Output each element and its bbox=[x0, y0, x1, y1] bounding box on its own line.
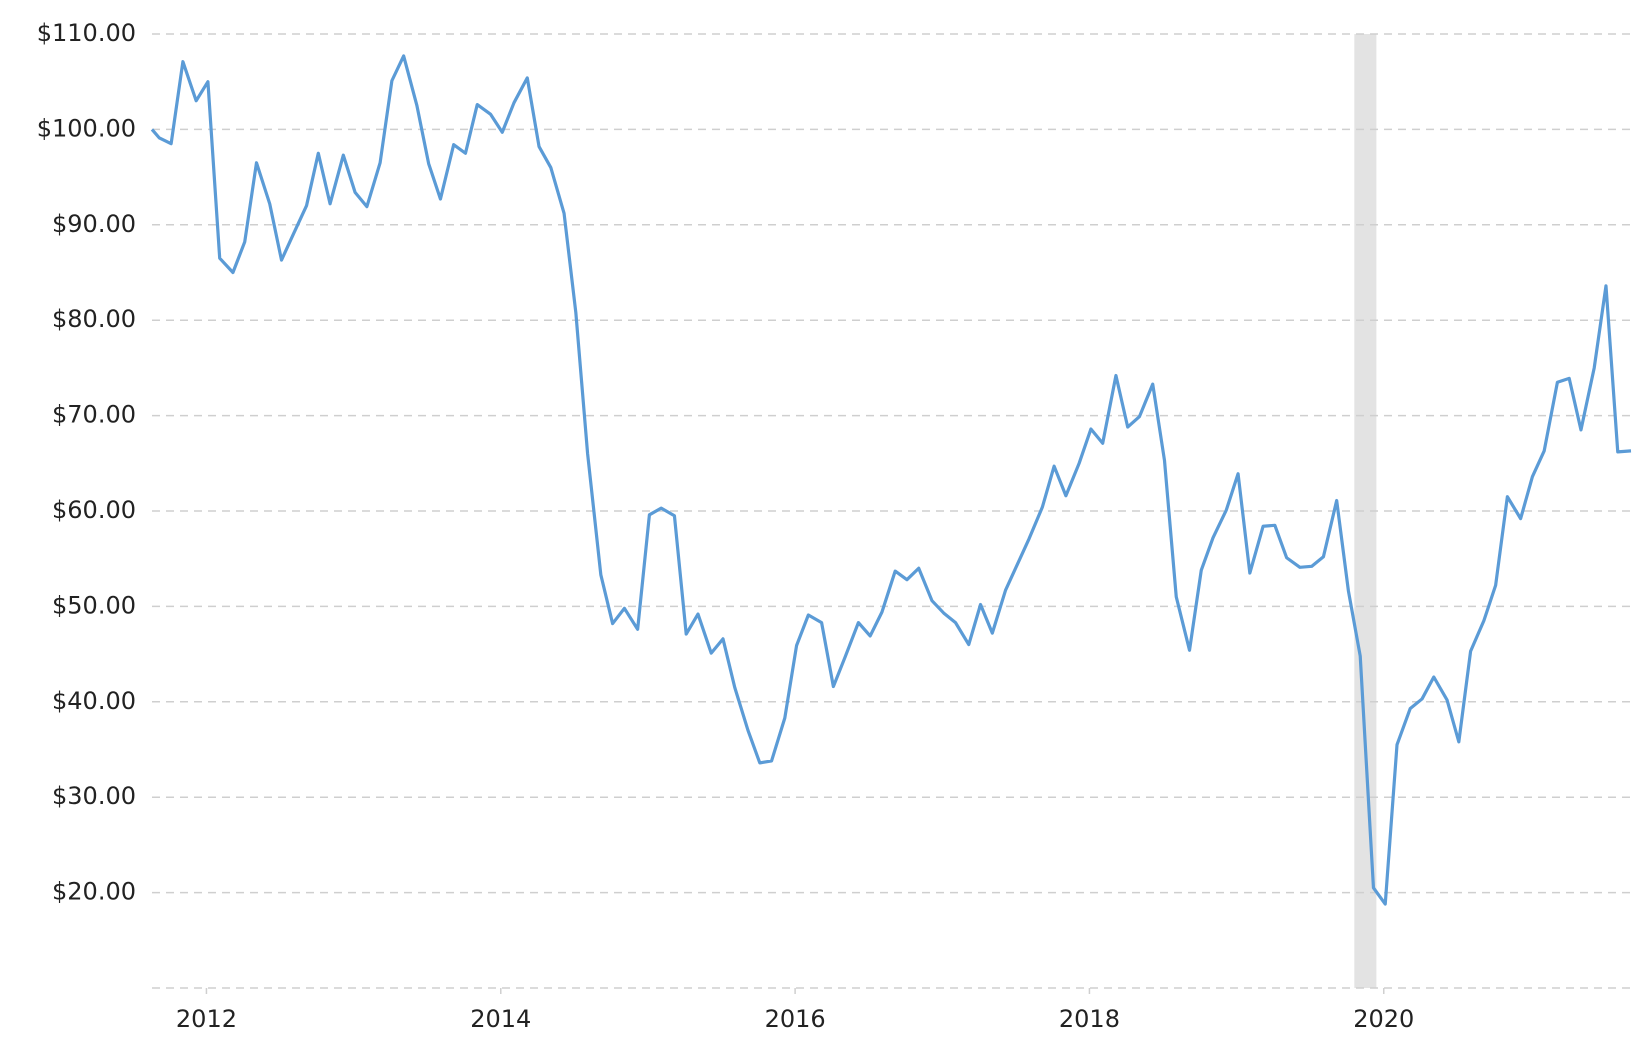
y-tick-label: $30.00 bbox=[52, 782, 136, 810]
y-tick-label: $40.00 bbox=[52, 687, 136, 715]
y-tick-label: $50.00 bbox=[52, 591, 136, 619]
y-tick-label: $70.00 bbox=[52, 401, 136, 429]
y-tick-label: $80.00 bbox=[52, 305, 136, 333]
x-tick-label: 2016 bbox=[765, 1005, 826, 1033]
y-tick-label: $20.00 bbox=[52, 878, 136, 906]
y-tick-label: $100.00 bbox=[37, 114, 136, 142]
data-line bbox=[150, 54, 1632, 906]
x-tick-label: 2020 bbox=[1353, 1005, 1414, 1033]
y-tick-label: $90.00 bbox=[52, 210, 136, 238]
x-tick-label: 2012 bbox=[176, 1005, 237, 1033]
x-tick-label: 2018 bbox=[1059, 1005, 1120, 1033]
x-tick-label: 2014 bbox=[470, 1005, 531, 1033]
y-tick-label: $60.00 bbox=[52, 496, 136, 524]
shaded-region bbox=[1354, 34, 1377, 988]
y-tick-label: $110.00 bbox=[37, 19, 136, 47]
